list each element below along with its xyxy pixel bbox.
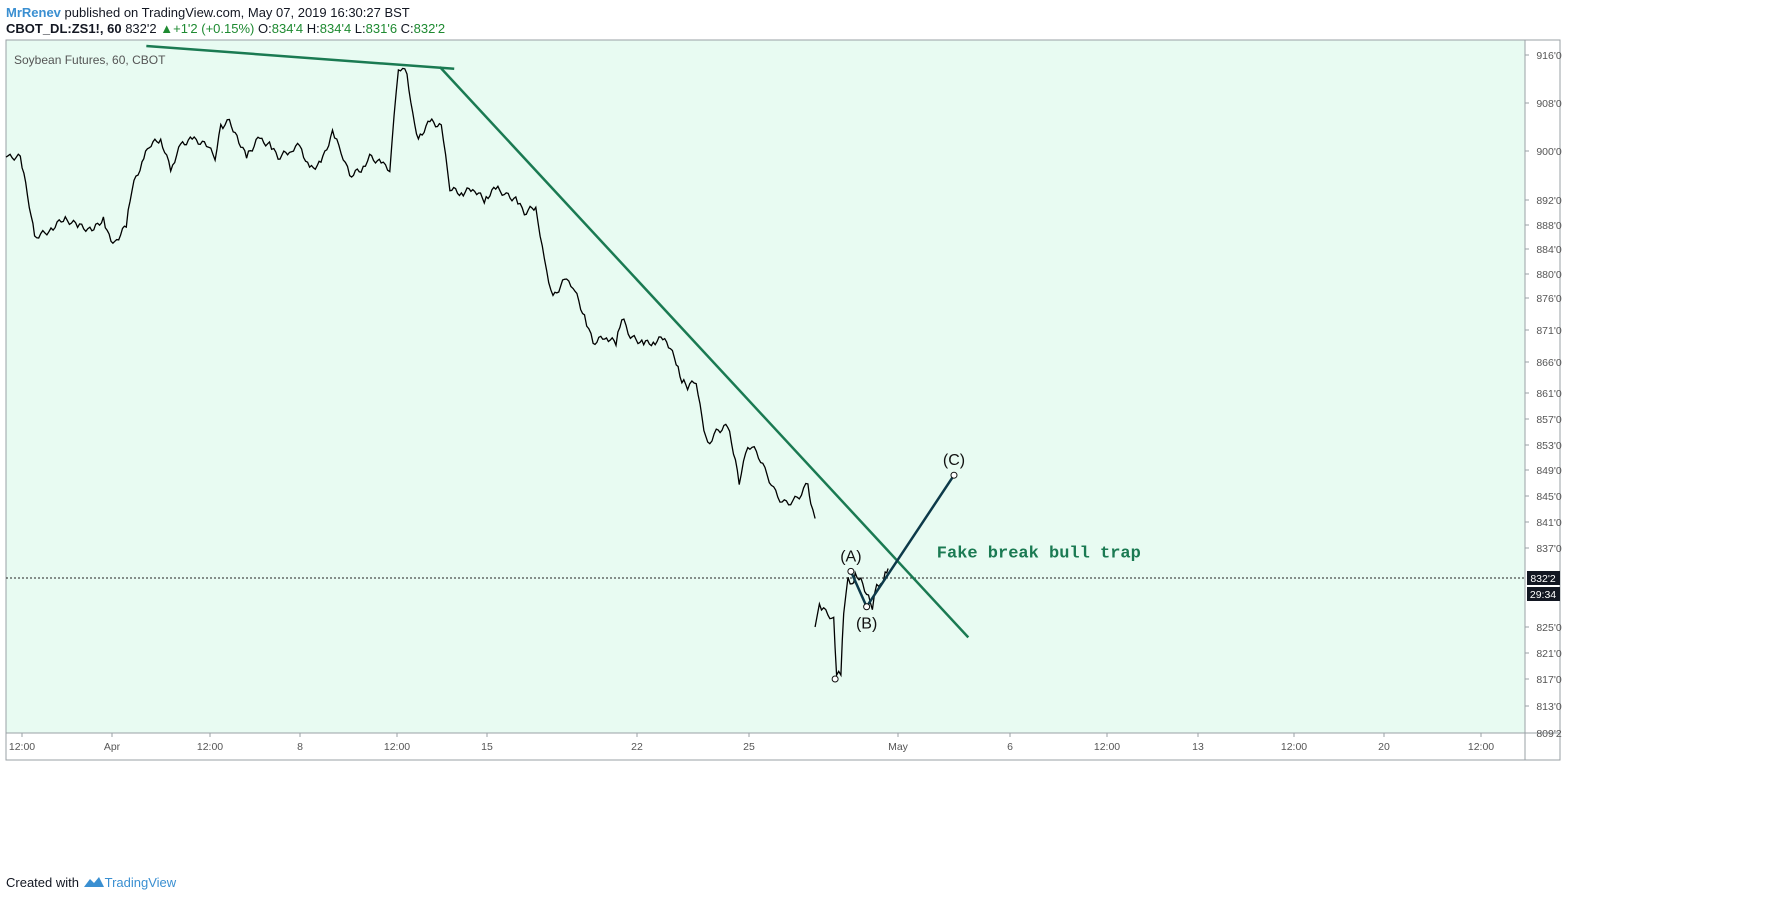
footer: Created with TradingView: [6, 875, 176, 890]
y-tick-label: 916'0: [1536, 50, 1562, 62]
x-tick-label: 20: [1378, 741, 1390, 753]
close-value: 832'2: [413, 21, 446, 36]
wave-point: [863, 603, 871, 611]
x-tick-label: 25: [743, 741, 755, 753]
price-series-2: [814, 568, 889, 678]
wave-point: [950, 471, 958, 479]
x-tick-label: 12:00: [1468, 741, 1494, 753]
wave-label: (B): [856, 616, 877, 633]
pivot-marker: [831, 675, 839, 683]
x-tick-label: Apr: [104, 741, 121, 753]
x-tick-label: 6: [1007, 741, 1013, 753]
y-tick-label: 857'0: [1536, 414, 1562, 426]
symbol-label: CBOT_DL:ZS1!, 60: [6, 21, 122, 36]
wave-point: [847, 567, 855, 575]
y-tick-label: 845'0: [1536, 491, 1562, 503]
chart-title: Soybean Futures, 60, CBOT: [14, 53, 166, 67]
tradingview-brand-link[interactable]: TradingView: [104, 875, 177, 890]
y-tick-label: 876'0: [1536, 293, 1562, 305]
y-tick-label: 888'0: [1536, 220, 1562, 232]
y-tick-label: 825'0: [1536, 622, 1562, 634]
y-tick-label: 849'0: [1536, 465, 1562, 477]
price-change: +1'2 (+0.15%): [173, 21, 255, 36]
y-tick-label: 900'0: [1536, 146, 1562, 158]
high-label: H:: [306, 21, 320, 36]
created-with-text: Created with: [6, 875, 79, 890]
x-tick-label: 12:00: [384, 741, 410, 753]
y-tick-label: 861'0: [1536, 388, 1562, 400]
y-tick-label: 880'0: [1536, 269, 1562, 281]
x-tick-label: 8: [297, 741, 303, 753]
wave-label: (C): [943, 452, 965, 469]
x-tick-label: 12:00: [1094, 741, 1120, 753]
countdown-timer: 29:34: [1530, 589, 1556, 601]
open-value: 834'4: [271, 21, 304, 36]
trendline: [438, 66, 970, 639]
y-tick-label: 837'0: [1536, 543, 1562, 555]
y-tick-label: 809'2: [1536, 728, 1562, 740]
wave-label: (A): [840, 548, 861, 565]
y-tick-label: 813'0: [1536, 701, 1562, 713]
low-value: 831'6: [365, 21, 398, 36]
y-tick-label: 853'0: [1536, 440, 1562, 452]
author-link[interactable]: MrRenev: [6, 5, 61, 20]
x-tick-label: 12:00: [197, 741, 223, 753]
current-price-badge: [1527, 571, 1560, 585]
open-label: O:: [258, 21, 272, 36]
tradingview-logo-icon: [83, 875, 105, 890]
trendline: [146, 44, 455, 71]
y-tick-label: 871'0: [1536, 325, 1562, 337]
publish-line: MrRenev published on TradingView.com, Ma…: [6, 5, 410, 20]
y-tick-label: 908'0: [1536, 98, 1562, 110]
y-tick-label: 892'0: [1536, 195, 1562, 207]
last-price: 832'2: [125, 21, 157, 36]
y-tick-label: 817'0: [1536, 674, 1562, 686]
x-tick-label: 12:00: [1281, 741, 1307, 753]
low-label: L:: [354, 21, 366, 36]
symbol-line: CBOT_DL:ZS1!, 60 832'2 ▲+1'2 (+0.15%) O:…: [6, 21, 445, 36]
high-value: 834'4: [319, 21, 352, 36]
y-tick-label: 884'0: [1536, 244, 1562, 256]
price-series-1: [5, 67, 816, 519]
x-tick-label: May: [888, 741, 909, 753]
x-tick-label: 22: [631, 741, 643, 753]
chart-frame: [5, 39, 1561, 761]
y-tick-label: 821'0: [1536, 648, 1562, 660]
published-text: published on TradingView.com, May 07, 20…: [64, 5, 410, 20]
close-label: C:: [400, 21, 414, 36]
x-tick-label: 15: [481, 741, 493, 753]
annotation-text: Fake break bull trap: [937, 544, 1141, 563]
x-tick-label: 12:00: [9, 741, 35, 753]
y-tick-label: 866'0: [1536, 357, 1562, 369]
countdown-badge: [1527, 587, 1560, 601]
x-tick-label: 13: [1192, 741, 1204, 753]
up-arrow-icon: ▲: [160, 21, 174, 36]
y-tick-label: 841'0: [1536, 517, 1562, 529]
plot-area: [6, 40, 1525, 733]
current-price-label: 832'2: [1530, 573, 1556, 585]
